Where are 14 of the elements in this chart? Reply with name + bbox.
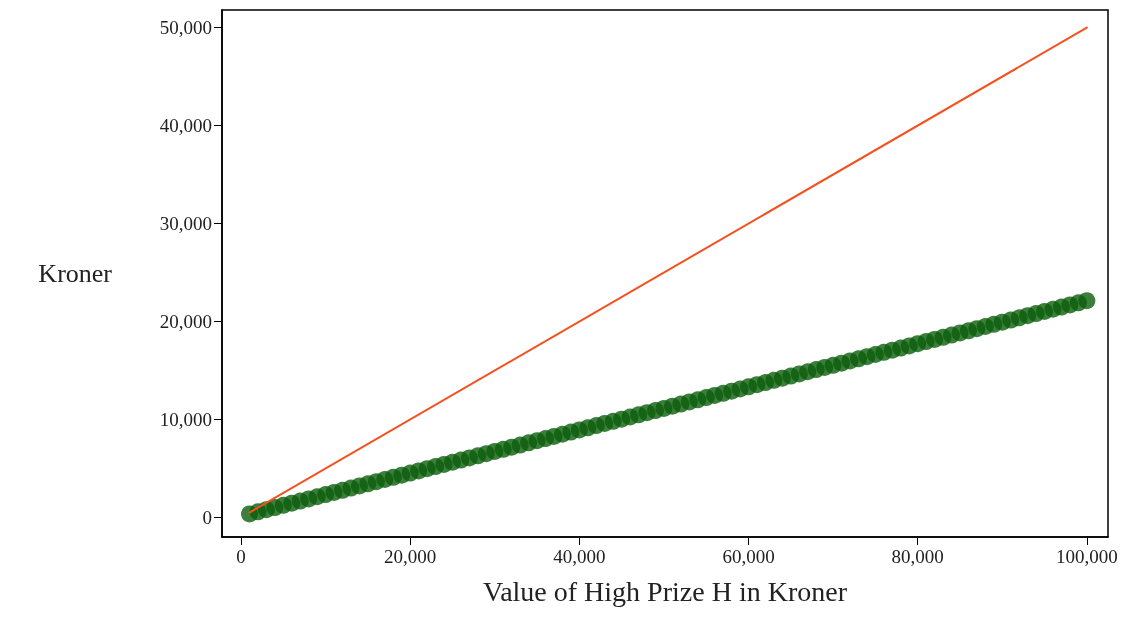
x-tick-label: 40,000: [553, 546, 606, 567]
x-tick-label: 0: [236, 546, 246, 567]
y-tick-label: 10,000: [159, 408, 212, 430]
y-tick-label: 20,000: [159, 311, 212, 332]
x-axis-title: Value of High Prize H in Kroner: [483, 575, 848, 607]
x-tick-label: 80,000: [891, 546, 944, 567]
y-axis-title: Kroner: [38, 259, 113, 288]
x-tick-label: 20,000: [384, 546, 437, 567]
x-tick-label: 100,000: [1055, 546, 1118, 567]
y-tick-label: 0: [202, 506, 212, 528]
y-tick-label: 50,000: [159, 17, 212, 39]
x-tick-label: 60,000: [722, 546, 775, 567]
y-tick-label: 30,000: [159, 213, 212, 235]
y-tick-label: 40,000: [159, 115, 212, 137]
